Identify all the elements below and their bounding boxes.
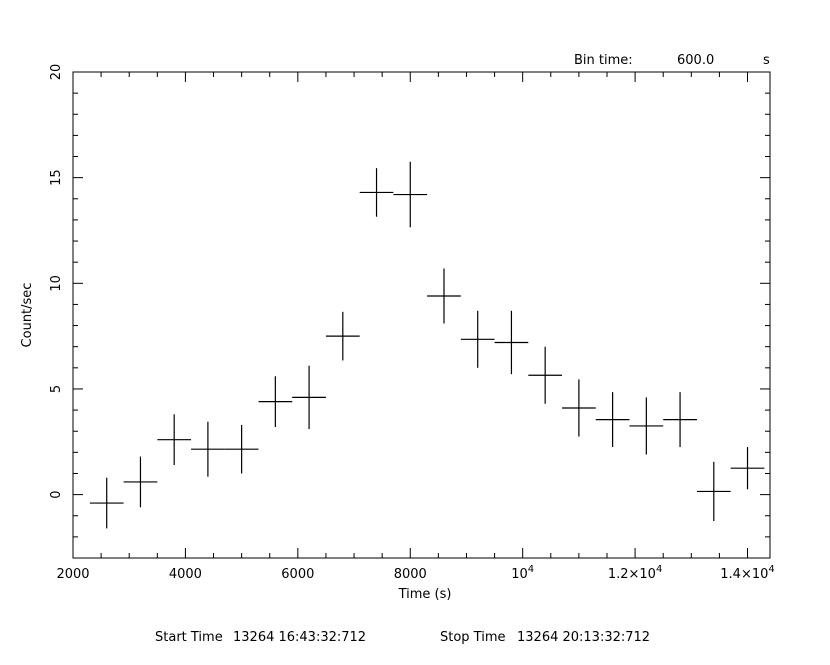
bin-time-label: Bin time: xyxy=(574,53,633,68)
stop-time-value: 13264 20:13:32:712 xyxy=(517,630,650,645)
y-tick-label: 0 xyxy=(49,490,64,498)
y-axis-label: Count/sec xyxy=(20,283,35,348)
data-point xyxy=(393,161,428,228)
data-point xyxy=(157,414,192,466)
data-point xyxy=(258,376,293,427)
bin-time-unit: s xyxy=(763,53,770,68)
y-tick-label: 10 xyxy=(49,275,64,292)
data-point xyxy=(292,365,326,430)
x-tick-exponent: 4 xyxy=(528,564,534,575)
x-tick-label: 6000 xyxy=(281,567,314,582)
data-point xyxy=(224,424,259,474)
x-tick-label: 104 xyxy=(511,564,534,582)
x-tick-label: 4000 xyxy=(169,567,202,582)
bin-time-value: 600.0 xyxy=(677,53,714,68)
y-axis-ticks xyxy=(73,71,770,559)
data-point xyxy=(494,310,529,375)
plot-frame xyxy=(72,71,771,559)
stop-time-label: Stop Time xyxy=(440,630,506,645)
y-tick-label: 5 xyxy=(49,385,64,393)
x-axis-tick-labels: 2000 4000 6000 8000 104 1.2×104 1.4×104 xyxy=(56,564,774,582)
x-tick-label: 1.4×104 xyxy=(720,564,774,582)
data-point xyxy=(663,392,697,448)
x-tick-label: 1.2×104 xyxy=(608,564,662,582)
start-time-label: Start Time xyxy=(155,630,223,645)
data-point xyxy=(325,311,360,361)
y-axis-tick-labels: 0 5 10 15 20 xyxy=(49,64,64,499)
data-point xyxy=(562,379,596,437)
data-point xyxy=(460,310,495,368)
data-point xyxy=(595,392,630,448)
x-tick-label: 8000 xyxy=(394,567,427,582)
x-tick-exponent: 4 xyxy=(656,564,662,575)
y-tick-label: 20 xyxy=(49,64,64,81)
x-tick-label: 2000 xyxy=(56,567,89,582)
x-axis-ticks xyxy=(72,72,749,558)
start-time-value: 13264 16:43:32:712 xyxy=(233,630,366,645)
data-point xyxy=(427,268,461,324)
data-point xyxy=(359,168,394,217)
data-point xyxy=(191,421,225,477)
data-series xyxy=(89,161,765,529)
data-point xyxy=(730,447,765,490)
data-point xyxy=(528,346,563,404)
x-axis-label: Time (s) xyxy=(398,587,452,602)
data-point xyxy=(123,456,158,508)
data-point xyxy=(89,477,124,529)
data-point xyxy=(696,461,731,522)
data-point xyxy=(629,397,664,455)
y-tick-label: 15 xyxy=(49,169,64,186)
x-tick-exponent: 4 xyxy=(768,564,774,575)
